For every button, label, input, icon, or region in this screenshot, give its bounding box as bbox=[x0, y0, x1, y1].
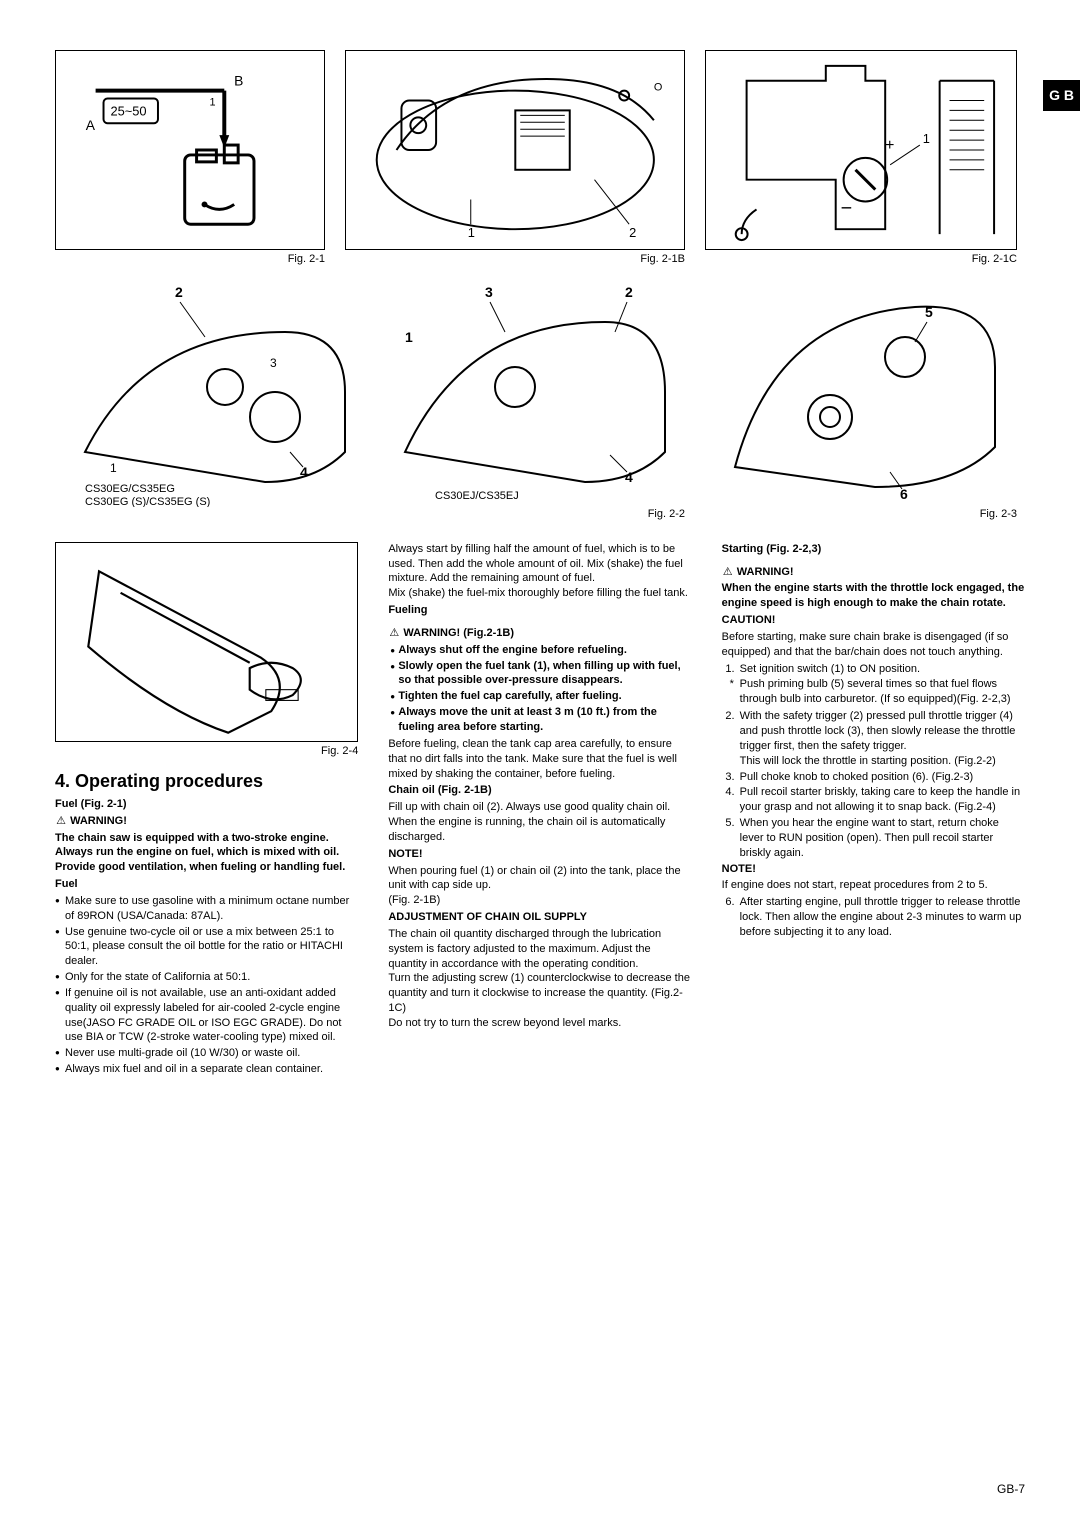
fig-2-1: A B 1 25~50 bbox=[55, 50, 325, 250]
column-2: Always start by filling half the amount … bbox=[388, 542, 691, 1079]
page-number: GB-7 bbox=[997, 1481, 1025, 1497]
start-warn-body: When the engine starts with the throttle… bbox=[722, 581, 1025, 611]
svg-text:4: 4 bbox=[300, 464, 308, 480]
fuel-bullet: Use genuine two-cycle oil or use a mix b… bbox=[55, 925, 358, 970]
content-columns: Fig. 2-4 4. Operating procedures Fuel (F… bbox=[55, 542, 1025, 1079]
column-3: Starting (Fig. 2-2,3) ⚠ WARNING! When th… bbox=[722, 542, 1025, 1079]
warning-body: The chain saw is equipped with a two-str… bbox=[55, 831, 358, 876]
caution-intro: Before starting, make sure chain brake i… bbox=[722, 630, 1025, 660]
warn-bullet: Slowly open the fuel tank (1), when fill… bbox=[388, 659, 691, 689]
step-star: Push priming bulb (5) several times so t… bbox=[722, 677, 1025, 707]
chain-body: Fill up with chain oil (2). Always use g… bbox=[388, 800, 691, 845]
label-1b: 1 bbox=[467, 225, 474, 240]
fig-2-1-svg: A B 1 25~50 bbox=[56, 51, 323, 249]
fig-2-1-caption: Fig. 2-1 bbox=[55, 252, 325, 267]
warn-bullet: Tighten the fuel cap carefully, after fu… bbox=[388, 689, 691, 704]
warn-bullet: Always shut off the engine before refuel… bbox=[388, 643, 691, 658]
svg-text:1: 1 bbox=[405, 329, 413, 345]
fuel-bullet-list: Make sure to use gasoline with a minimum… bbox=[55, 894, 358, 1077]
label-b: B bbox=[235, 73, 244, 89]
label-ratio: 25~50 bbox=[111, 103, 147, 118]
fueling-warn-line: ⚠ WARNING! (Fig.2-1B) bbox=[388, 626, 691, 641]
svg-text:2: 2 bbox=[175, 284, 183, 300]
fuel-bullet: If genuine oil is not available, use an … bbox=[55, 986, 358, 1045]
fig-2-3-caption: Fig. 2-3 bbox=[705, 507, 1017, 522]
start-warn-label: WARNING! bbox=[737, 566, 794, 578]
svg-text:1: 1 bbox=[110, 461, 117, 475]
adj-body: The chain oil quantity discharged throug… bbox=[388, 927, 691, 1031]
label-2b: 2 bbox=[629, 225, 636, 240]
label-1: 1 bbox=[210, 96, 216, 108]
fuel-bullet: Never use multi-grade oil (10 W/30) or w… bbox=[55, 1046, 358, 1061]
warn-bullet: Always move the unit at least 3 m (10 ft… bbox=[388, 705, 691, 735]
fig-2-4-svg bbox=[56, 539, 357, 743]
svg-text:+: + bbox=[885, 137, 894, 154]
fuel-bullet: Always mix fuel and oil in a separate cl… bbox=[55, 1062, 358, 1077]
col2-intro: Always start by filling half the amount … bbox=[388, 542, 691, 601]
figure-row-1: A B 1 25~50 Fig. 2-1 bbox=[55, 50, 1025, 267]
fig-2-3-svg: 5 6 bbox=[705, 277, 1017, 507]
start-warn-line: ⚠ WARNING! bbox=[722, 565, 1025, 580]
note-body-3: If engine does not start, repeat procedu… bbox=[722, 878, 1025, 893]
section-heading: 4. Operating procedures bbox=[55, 769, 358, 793]
start-steps: Set ignition switch (1) to ON position. bbox=[722, 662, 1025, 677]
chain-title: Chain oil (Fig. 2-1B) bbox=[388, 783, 691, 798]
fig-2-4-caption: Fig. 2-4 bbox=[55, 744, 358, 759]
fig-2-2-caption: Fig. 2-2 bbox=[55, 507, 685, 522]
adj-title: ADJUSTMENT OF CHAIN OIL SUPPLY bbox=[388, 910, 691, 925]
fig-2-2-svg: 2 3 1 4 3 2 1 4 bbox=[55, 277, 685, 507]
note-label: NOTE! bbox=[722, 862, 1025, 877]
fuel-bullet: Make sure to use gasoline with a minimum… bbox=[55, 894, 358, 924]
warning-icon: ⚠ bbox=[722, 565, 734, 580]
svg-text:3: 3 bbox=[270, 356, 277, 370]
note-body: When pouring fuel (1) or chain oil (2) i… bbox=[388, 864, 691, 909]
start-steps-cont: With the safety trigger (2) pressed pull… bbox=[722, 709, 1025, 860]
fig-2-1b-caption: Fig. 2-1B bbox=[345, 252, 685, 267]
step: Pull recoil starter briskly, taking care… bbox=[738, 785, 1025, 815]
fuel-title: Fuel (Fig. 2-1) bbox=[55, 797, 358, 812]
label-a: A bbox=[86, 117, 96, 133]
step: Set ignition switch (1) to ON position. bbox=[738, 662, 1025, 677]
label-5: 5 bbox=[925, 304, 933, 320]
fig-2-2: 2 3 1 4 3 2 1 4 bbox=[55, 277, 685, 507]
step: With the safety trigger (2) pressed pull… bbox=[738, 709, 1025, 768]
warning-icon: ⚠ bbox=[388, 626, 400, 641]
fig-2-1c-svg: + − 1 bbox=[707, 51, 1016, 249]
svg-text:3: 3 bbox=[485, 284, 493, 300]
label-1c: 1 bbox=[922, 131, 929, 146]
start-title: Starting (Fig. 2-2,3) bbox=[722, 542, 1025, 557]
fig-2-3: 5 6 bbox=[705, 277, 1017, 507]
caution-label: CAUTION! bbox=[722, 613, 1025, 628]
warning-icon: ⚠ bbox=[55, 814, 67, 829]
step: Pull choke knob to choked position (6). … bbox=[738, 770, 1025, 785]
fueling-body: Before fueling, clean the tank cap area … bbox=[388, 737, 691, 782]
svg-text:2: 2 bbox=[625, 284, 633, 300]
fig-2-1c-caption: Fig. 2-1C bbox=[705, 252, 1017, 267]
figure-row-2: 2 3 1 4 3 2 1 4 bbox=[55, 277, 1025, 522]
page-tab: G B bbox=[1043, 80, 1080, 111]
svg-text:O: O bbox=[654, 82, 662, 94]
warning-line: ⚠ WARNING! bbox=[55, 814, 358, 829]
model-right: CS30EJ/CS35EJ bbox=[435, 490, 519, 502]
step: After starting engine, pull throttle tri… bbox=[738, 895, 1025, 940]
note-title: NOTE! bbox=[388, 847, 691, 862]
step6-list: After starting engine, pull throttle tri… bbox=[722, 895, 1025, 940]
column-1: Fig. 2-4 4. Operating procedures Fuel (F… bbox=[55, 542, 358, 1079]
fig-2-1b-svg: O 1 2 bbox=[347, 51, 684, 249]
model-left: CS30EG/CS35EG bbox=[85, 483, 175, 495]
fig-2-4 bbox=[55, 542, 358, 742]
fuel-sub: Fuel bbox=[55, 877, 358, 892]
fueling-title: Fueling bbox=[388, 603, 691, 618]
step: When you hear the engine want to start, … bbox=[738, 816, 1025, 861]
fueling-warn-list: Always shut off the engine before refuel… bbox=[388, 643, 691, 735]
warning-label: WARNING! bbox=[70, 815, 127, 827]
fueling-warn-title: WARNING! (Fig.2-1B) bbox=[403, 627, 514, 639]
fig-2-1b: O 1 2 bbox=[345, 50, 685, 250]
fig-2-1c: + − 1 bbox=[705, 50, 1017, 250]
svg-text:−: − bbox=[840, 197, 852, 219]
svg-text:CS30EG (S)/CS35EG (S): CS30EG (S)/CS35EG (S) bbox=[85, 496, 210, 507]
fuel-bullet: Only for the state of California at 50:1… bbox=[55, 970, 358, 985]
